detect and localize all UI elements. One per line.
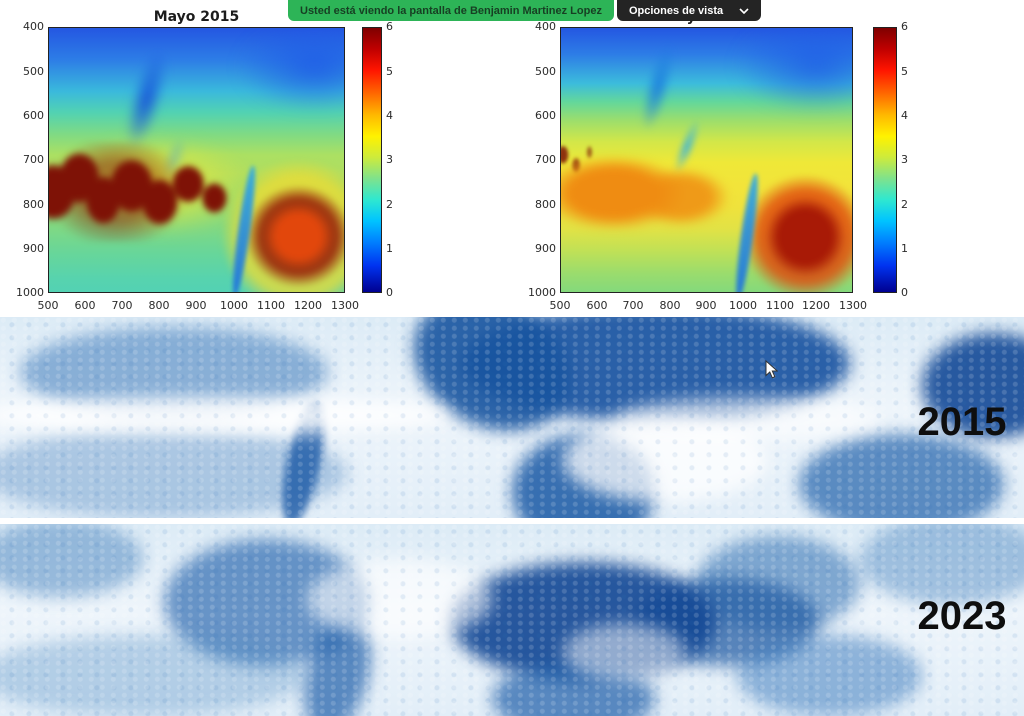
- x-tick-label: 1300: [839, 299, 867, 312]
- colorbar-tick-label: 4: [386, 109, 393, 122]
- y-tick-label: 700: [535, 153, 556, 166]
- x-tick-label: 700: [622, 299, 644, 312]
- y-tick-label: 1000: [528, 286, 556, 299]
- view-options-button[interactable]: Opciones de vista: [616, 0, 762, 21]
- map-feature: [0, 397, 451, 434]
- screen-share-banner: Usted está viendo la pantalla de Benjami…: [288, 0, 762, 21]
- x-tick-label: 500: [549, 299, 571, 312]
- x-tick-label: 1200: [294, 299, 322, 312]
- world-map-2015: 2015: [0, 317, 1024, 518]
- map-feature: [563, 623, 687, 682]
- x-tick-label: 900: [695, 299, 717, 312]
- x-tick-label: 600: [586, 299, 608, 312]
- y-tick-label: 700: [23, 153, 44, 166]
- map-feature: [614, 397, 881, 442]
- map-feature: [798, 433, 1004, 518]
- y-tick-label: 900: [23, 242, 44, 255]
- x-tick-label: 600: [74, 299, 96, 312]
- colorbar-left: [362, 27, 382, 293]
- y-tick-label: 1000: [16, 286, 44, 299]
- mouse-cursor: [765, 359, 779, 383]
- x-tick-label: 1000: [729, 299, 757, 312]
- colorbar-tick-label: 6: [901, 20, 908, 33]
- screen-share-message: Usted está viendo la pantalla de Benjami…: [288, 0, 614, 21]
- colorbar-tick-label: 1: [901, 242, 908, 255]
- heatmap-feature: [211, 28, 344, 126]
- colorbar-tick-label: 2: [901, 198, 908, 211]
- chevron-down-icon: [739, 5, 749, 17]
- y-tick-label: 600: [23, 109, 44, 122]
- colorbar-tick-label: 0: [901, 286, 908, 299]
- x-tick-label: 800: [148, 299, 170, 312]
- figures-section: Mayo 2015 Mayo 2023 400 500 600 700 800 …: [0, 0, 1024, 317]
- x-tick-label: 1100: [257, 299, 285, 312]
- colorbar-tick-label: 5: [901, 65, 908, 78]
- colorbar-tick-label: 2: [386, 198, 393, 211]
- map-texture: [0, 317, 1024, 518]
- map-texture: [0, 524, 1024, 716]
- map-feature: [307, 558, 492, 640]
- y-tick-label: 800: [23, 198, 44, 211]
- y-tick-label: 500: [23, 65, 44, 78]
- heatmap-mayo-2023: [560, 27, 853, 293]
- x-tick-label: 1100: [766, 299, 794, 312]
- colorbar-right: [873, 27, 897, 293]
- y-tick-label: 900: [535, 242, 556, 255]
- heatmap-mayo-2015: [48, 27, 345, 293]
- colorbar-tick-label: 0: [386, 286, 393, 299]
- x-tick-label: 700: [111, 299, 133, 312]
- map-feature: [0, 635, 308, 716]
- y-tick-label: 400: [535, 20, 556, 33]
- x-tick-label: 800: [659, 299, 681, 312]
- view-options-label: Opciones de vista: [628, 4, 724, 17]
- map-feature: [737, 635, 922, 716]
- colorbar-tick-label: 3: [386, 153, 393, 166]
- colorbar-tick-label: 3: [901, 153, 908, 166]
- year-label-2023: 2023: [917, 594, 1007, 638]
- map-feature: [0, 524, 144, 597]
- left-figure-title: Mayo 2015: [153, 9, 240, 25]
- y-tick-label: 500: [535, 65, 556, 78]
- year-label-2015: 2015: [917, 400, 1007, 444]
- y-tick-label: 400: [23, 20, 44, 33]
- colorbar-tick-label: 1: [386, 242, 393, 255]
- heatmap-feature: [706, 28, 852, 129]
- colorbar-tick-label: 5: [386, 65, 393, 78]
- x-tick-label: 1300: [331, 299, 359, 312]
- world-map-2023: 2023: [0, 524, 1024, 716]
- x-tick-label: 1200: [802, 299, 830, 312]
- x-tick-label: 1000: [220, 299, 248, 312]
- y-tick-label: 800: [535, 198, 556, 211]
- x-tick-label: 500: [37, 299, 59, 312]
- colorbar-tick-label: 4: [901, 109, 908, 122]
- map-feature: [860, 524, 1024, 605]
- y-tick-label: 600: [535, 109, 556, 122]
- x-tick-label: 900: [185, 299, 207, 312]
- colorbar-tick-label: 6: [386, 20, 393, 33]
